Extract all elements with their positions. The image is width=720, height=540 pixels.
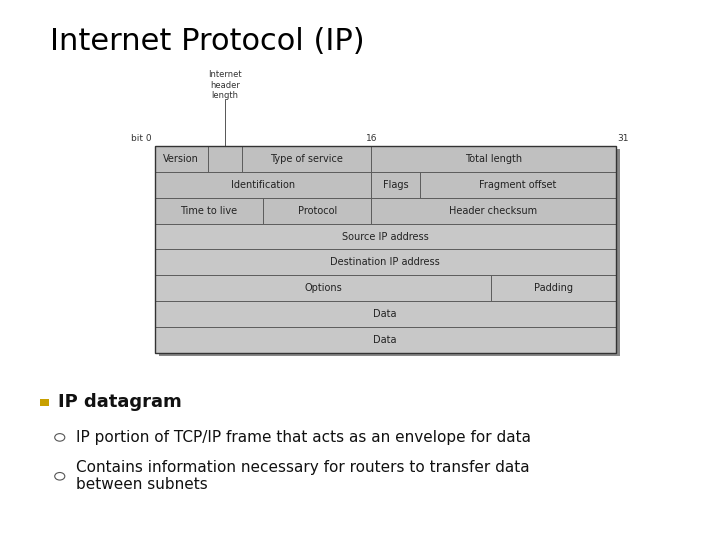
Text: Version: Version: [163, 154, 199, 164]
Text: Internet Protocol (IP): Internet Protocol (IP): [50, 27, 365, 56]
Text: Internet
header
length: Internet header length: [208, 70, 242, 100]
Text: IP datagram: IP datagram: [58, 393, 181, 411]
Text: Data: Data: [374, 335, 397, 345]
Text: Options: Options: [304, 284, 342, 293]
Text: Type of service: Type of service: [271, 154, 343, 164]
Text: Total length: Total length: [465, 154, 522, 164]
Text: Padding: Padding: [534, 284, 573, 293]
Text: Data: Data: [374, 309, 397, 319]
Text: Destination IP address: Destination IP address: [330, 258, 440, 267]
Text: Time to live: Time to live: [181, 206, 238, 215]
Text: 16: 16: [366, 134, 377, 143]
Text: bit 0: bit 0: [130, 134, 151, 143]
Text: Flags: Flags: [383, 180, 408, 190]
Text: Contains information necessary for routers to transfer data
between subnets: Contains information necessary for route…: [76, 460, 529, 492]
Text: Fragment offset: Fragment offset: [479, 180, 557, 190]
Text: 31: 31: [618, 134, 629, 143]
Text: Source IP address: Source IP address: [342, 232, 428, 241]
Text: Protocol: Protocol: [297, 206, 337, 215]
Text: Identification: Identification: [231, 180, 295, 190]
Text: IP portion of TCP/IP frame that acts as an envelope for data: IP portion of TCP/IP frame that acts as …: [76, 430, 531, 445]
Text: Header checksum: Header checksum: [449, 206, 538, 215]
